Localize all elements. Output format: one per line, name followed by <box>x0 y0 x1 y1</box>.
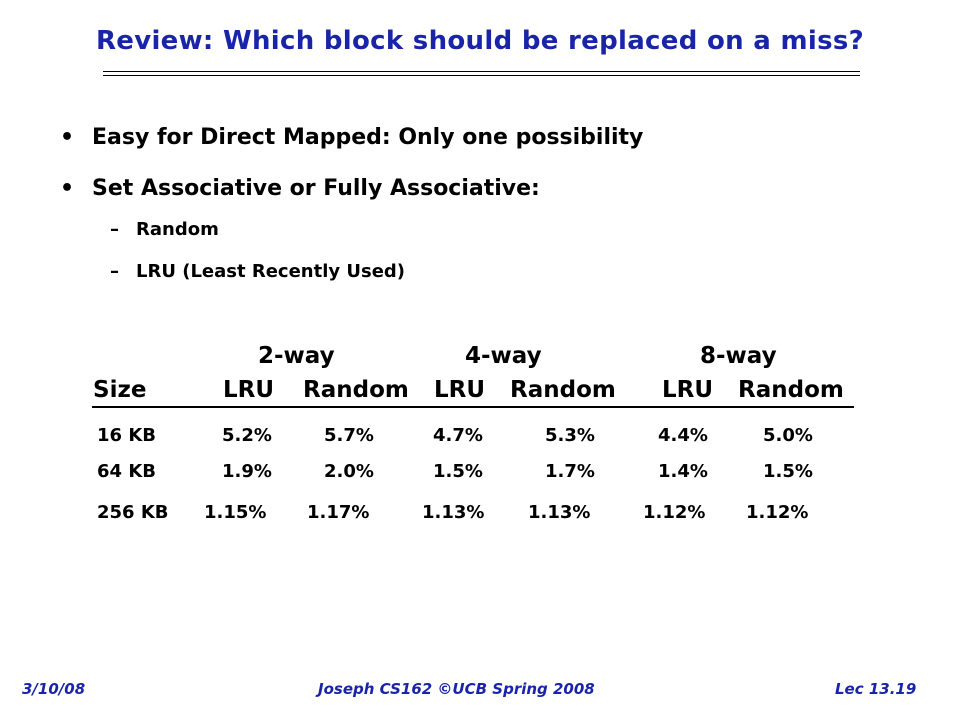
group-header-4way: 4-way <box>465 343 542 369</box>
sub-bullet-random: – Random <box>110 219 219 240</box>
column-header-lru-8way: LRU <box>662 377 714 403</box>
bullet-set-associative: • Set Associative or Fully Associative: <box>60 176 540 201</box>
column-header-random-8way: Random <box>738 377 844 403</box>
table-cell-size: 16 KB <box>97 425 156 446</box>
table-cell: 4.7% <box>433 425 483 446</box>
sub-bullet-text: Random <box>136 219 219 240</box>
sub-bullet-lru: – LRU (Least Recently Used) <box>110 261 405 282</box>
slide-title: Review: Which block should be replaced o… <box>95 26 865 56</box>
table-cell: 1.4% <box>658 461 708 482</box>
table-cell: 1.7% <box>545 461 595 482</box>
bullet-dot-icon: • <box>60 125 75 150</box>
bullet-direct-mapped: • Easy for Direct Mapped: Only one possib… <box>60 125 643 150</box>
bullet-text: Easy for Direct Mapped: Only one possibi… <box>92 125 644 150</box>
table-cell: 1.12% <box>746 502 809 523</box>
footer-course: Joseph CS162 ©UCB Spring 2008 <box>318 680 595 698</box>
footer-date: 3/10/08 <box>22 680 86 698</box>
group-header-8way: 8-way <box>700 343 777 369</box>
column-header-lru-4way: LRU <box>434 377 486 403</box>
table-cell: 5.0% <box>763 425 813 446</box>
dash-icon: – <box>110 219 119 240</box>
table-cell-size: 64 KB <box>97 461 156 482</box>
table-cell: 5.3% <box>545 425 595 446</box>
footer-lecture-number: Lec 13.19 <box>835 680 917 698</box>
table-cell: 1.13% <box>422 502 485 523</box>
title-double-rule <box>103 71 860 76</box>
table-cell: 1.17% <box>307 502 370 523</box>
table-cell: 1.9% <box>222 461 272 482</box>
table-cell: 4.4% <box>658 425 708 446</box>
table-cell: 2.0% <box>324 461 374 482</box>
column-header-size: Size <box>93 377 147 403</box>
bullet-text: Set Associative or Fully Associative: <box>92 176 540 201</box>
table-cell: 5.2% <box>222 425 272 446</box>
table-cell: 1.13% <box>528 502 591 523</box>
bullet-dot-icon: • <box>60 176 75 201</box>
table-cell-size: 256 KB <box>97 502 169 523</box>
column-header-random-4way: Random <box>510 377 616 403</box>
table-cell: 1.5% <box>763 461 813 482</box>
group-header-2way: 2-way <box>258 343 335 369</box>
table-cell: 1.5% <box>433 461 483 482</box>
table-cell: 1.15% <box>204 502 267 523</box>
table-cell: 1.12% <box>643 502 706 523</box>
table-cell: 5.7% <box>324 425 374 446</box>
column-header-lru-2way: LRU <box>223 377 275 403</box>
column-header-random-2way: Random <box>303 377 409 403</box>
dash-icon: – <box>110 261 119 282</box>
header-underline <box>92 406 854 408</box>
sub-bullet-text: LRU (Least Recently Used) <box>136 261 406 282</box>
